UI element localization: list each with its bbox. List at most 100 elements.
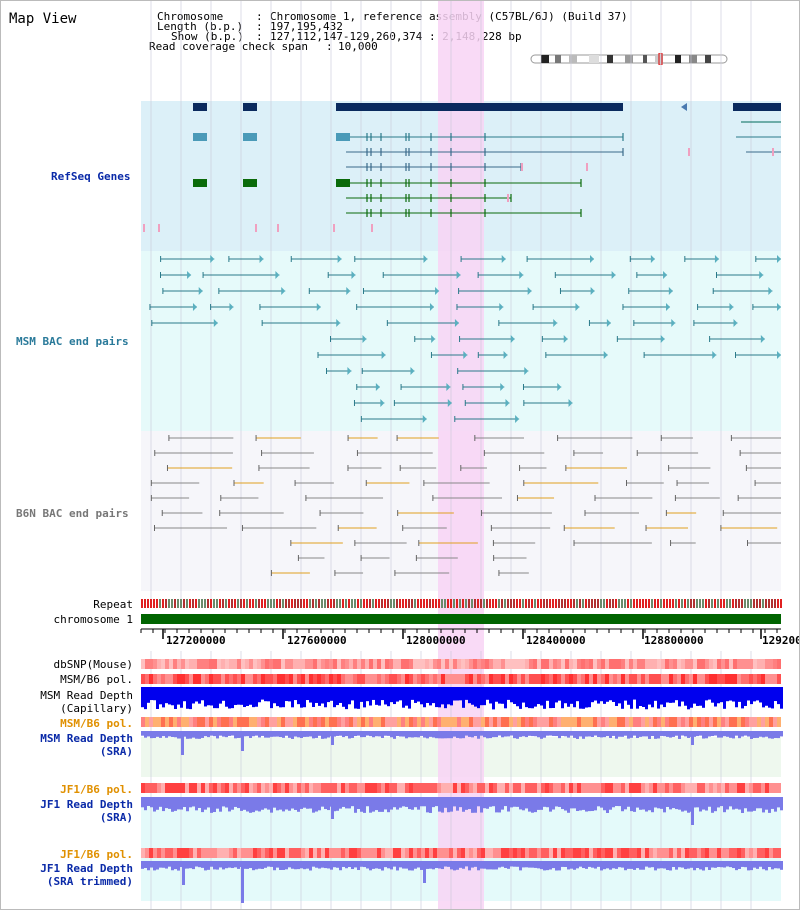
bac-end	[527, 287, 532, 295]
depth-bar	[435, 687, 438, 708]
heat-cell	[209, 717, 213, 727]
heat-cell	[281, 848, 285, 858]
heat-cell	[229, 674, 233, 684]
heat-cell	[725, 674, 729, 684]
heat-cell	[737, 783, 741, 793]
heat-cell	[165, 659, 169, 669]
heat-cell	[209, 848, 213, 858]
heat-cell	[249, 659, 253, 669]
depth-bar	[498, 731, 501, 736]
heat-cell	[737, 674, 741, 684]
heat-cell	[317, 783, 321, 793]
depth-bar	[489, 731, 492, 739]
depth-bar	[297, 797, 300, 812]
heat-cell	[601, 674, 605, 684]
heat-cell	[513, 674, 517, 684]
refseq-track-label[interactable]: RefSeq Genes	[51, 170, 131, 183]
depth-bar	[465, 861, 468, 867]
heat-cell	[549, 848, 553, 858]
depth-bar	[348, 861, 351, 867]
bac-end	[714, 255, 719, 263]
depth-bar	[744, 687, 747, 706]
depth-bar	[480, 797, 483, 813]
heat-cell	[657, 783, 661, 793]
heat-cell	[641, 783, 645, 793]
depth-bar	[495, 797, 498, 813]
chromosome-ideogram[interactable]	[529, 53, 731, 65]
heat-cell	[477, 659, 481, 669]
heat-cell	[265, 717, 269, 727]
heat-cell	[329, 783, 333, 793]
repeat-mark	[411, 599, 413, 608]
bac-end	[663, 271, 668, 279]
depth-bar	[651, 731, 654, 737]
repeat-mark	[522, 599, 524, 608]
heat-cell	[657, 717, 661, 727]
repeat-mark	[351, 599, 353, 608]
gene-block	[243, 103, 257, 111]
repeat-mark	[663, 599, 665, 608]
depth-bar	[708, 797, 711, 807]
depth-bar	[384, 861, 387, 868]
msm-bac-track-label[interactable]: MSM BAC end pairs	[16, 335, 129, 348]
heat-cell	[673, 659, 677, 669]
heat-cell	[301, 783, 305, 793]
heat-cell	[521, 659, 525, 669]
depth-bar	[177, 687, 180, 705]
repeat-mark	[483, 599, 485, 608]
heat-cell	[681, 783, 685, 793]
repeat-mark	[267, 599, 269, 608]
depth-bar	[633, 861, 636, 870]
heat-cell	[541, 659, 545, 669]
depth-bar	[357, 797, 360, 810]
heat-cell	[201, 717, 205, 727]
heat-cell	[353, 717, 357, 727]
depth-bar	[312, 861, 315, 867]
heat-cell	[381, 659, 385, 669]
heat-cell	[669, 659, 673, 669]
heat-cell	[253, 848, 257, 858]
bac-end	[501, 255, 506, 263]
repeat-mark	[408, 599, 410, 608]
depth-bar	[549, 861, 552, 870]
heat-cell	[549, 659, 553, 669]
repeat-mark	[582, 599, 584, 608]
heat-cell	[245, 659, 249, 669]
depth-bar	[159, 797, 162, 807]
repeat-mark	[510, 599, 512, 608]
depth-bar	[270, 731, 273, 737]
heat-cell	[189, 783, 193, 793]
bac-end	[375, 383, 380, 391]
depth-bar	[573, 731, 576, 738]
depth-bar	[342, 861, 345, 867]
repeat-mark	[771, 599, 773, 608]
heat-cell	[381, 848, 385, 858]
depth-bar	[696, 687, 699, 706]
repeat-mark	[654, 599, 656, 608]
depth-bar	[279, 797, 282, 810]
heat-cell	[549, 674, 553, 684]
heat-cell	[305, 848, 309, 858]
heat-cell	[473, 848, 477, 858]
depth-bar	[675, 687, 678, 701]
heat-cell	[149, 783, 153, 793]
repeat-mark	[177, 599, 179, 608]
heat-cell	[489, 848, 493, 858]
heat-cell	[213, 674, 217, 684]
heat-cell	[321, 674, 325, 684]
repeat-mark	[552, 599, 554, 608]
heat-cell	[625, 717, 629, 727]
depth-bar	[648, 731, 651, 739]
heat-cell	[345, 674, 349, 684]
b6n-bac-track-label[interactable]: B6N BAC end pairs	[16, 507, 129, 520]
depth-bar	[228, 797, 231, 812]
repeat-mark	[621, 599, 623, 608]
depth-bar	[585, 861, 588, 869]
repeat-mark	[540, 599, 542, 608]
repeat-mark	[231, 599, 233, 608]
heat-cell	[545, 659, 549, 669]
depth-bar	[756, 797, 759, 809]
repeat-mark	[423, 599, 425, 608]
heat-cell	[705, 783, 709, 793]
